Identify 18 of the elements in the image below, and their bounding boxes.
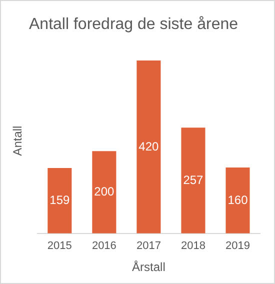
bar — [181, 128, 206, 234]
data-label: 160 — [228, 192, 248, 207]
bar — [92, 151, 116, 234]
x-axis-title: Årstall — [132, 260, 166, 274]
data-label: 159 — [50, 192, 70, 207]
x-tick-label: 2018 — [180, 240, 206, 252]
chart-title: Antall foredrag de siste årene — [28, 16, 238, 34]
bar — [48, 168, 72, 234]
bar — [226, 168, 250, 234]
data-label: 200 — [94, 184, 115, 199]
data-label: 420 — [138, 139, 160, 154]
data-label: 257 — [183, 172, 204, 187]
bar — [136, 60, 161, 234]
x-tick-label: 2017 — [136, 240, 161, 252]
x-tick-label: 2019 — [226, 240, 250, 252]
x-tick-label: 2016 — [92, 240, 116, 252]
x-tick-label: 2015 — [47, 240, 72, 252]
y-axis-title: Antall — [10, 126, 25, 156]
